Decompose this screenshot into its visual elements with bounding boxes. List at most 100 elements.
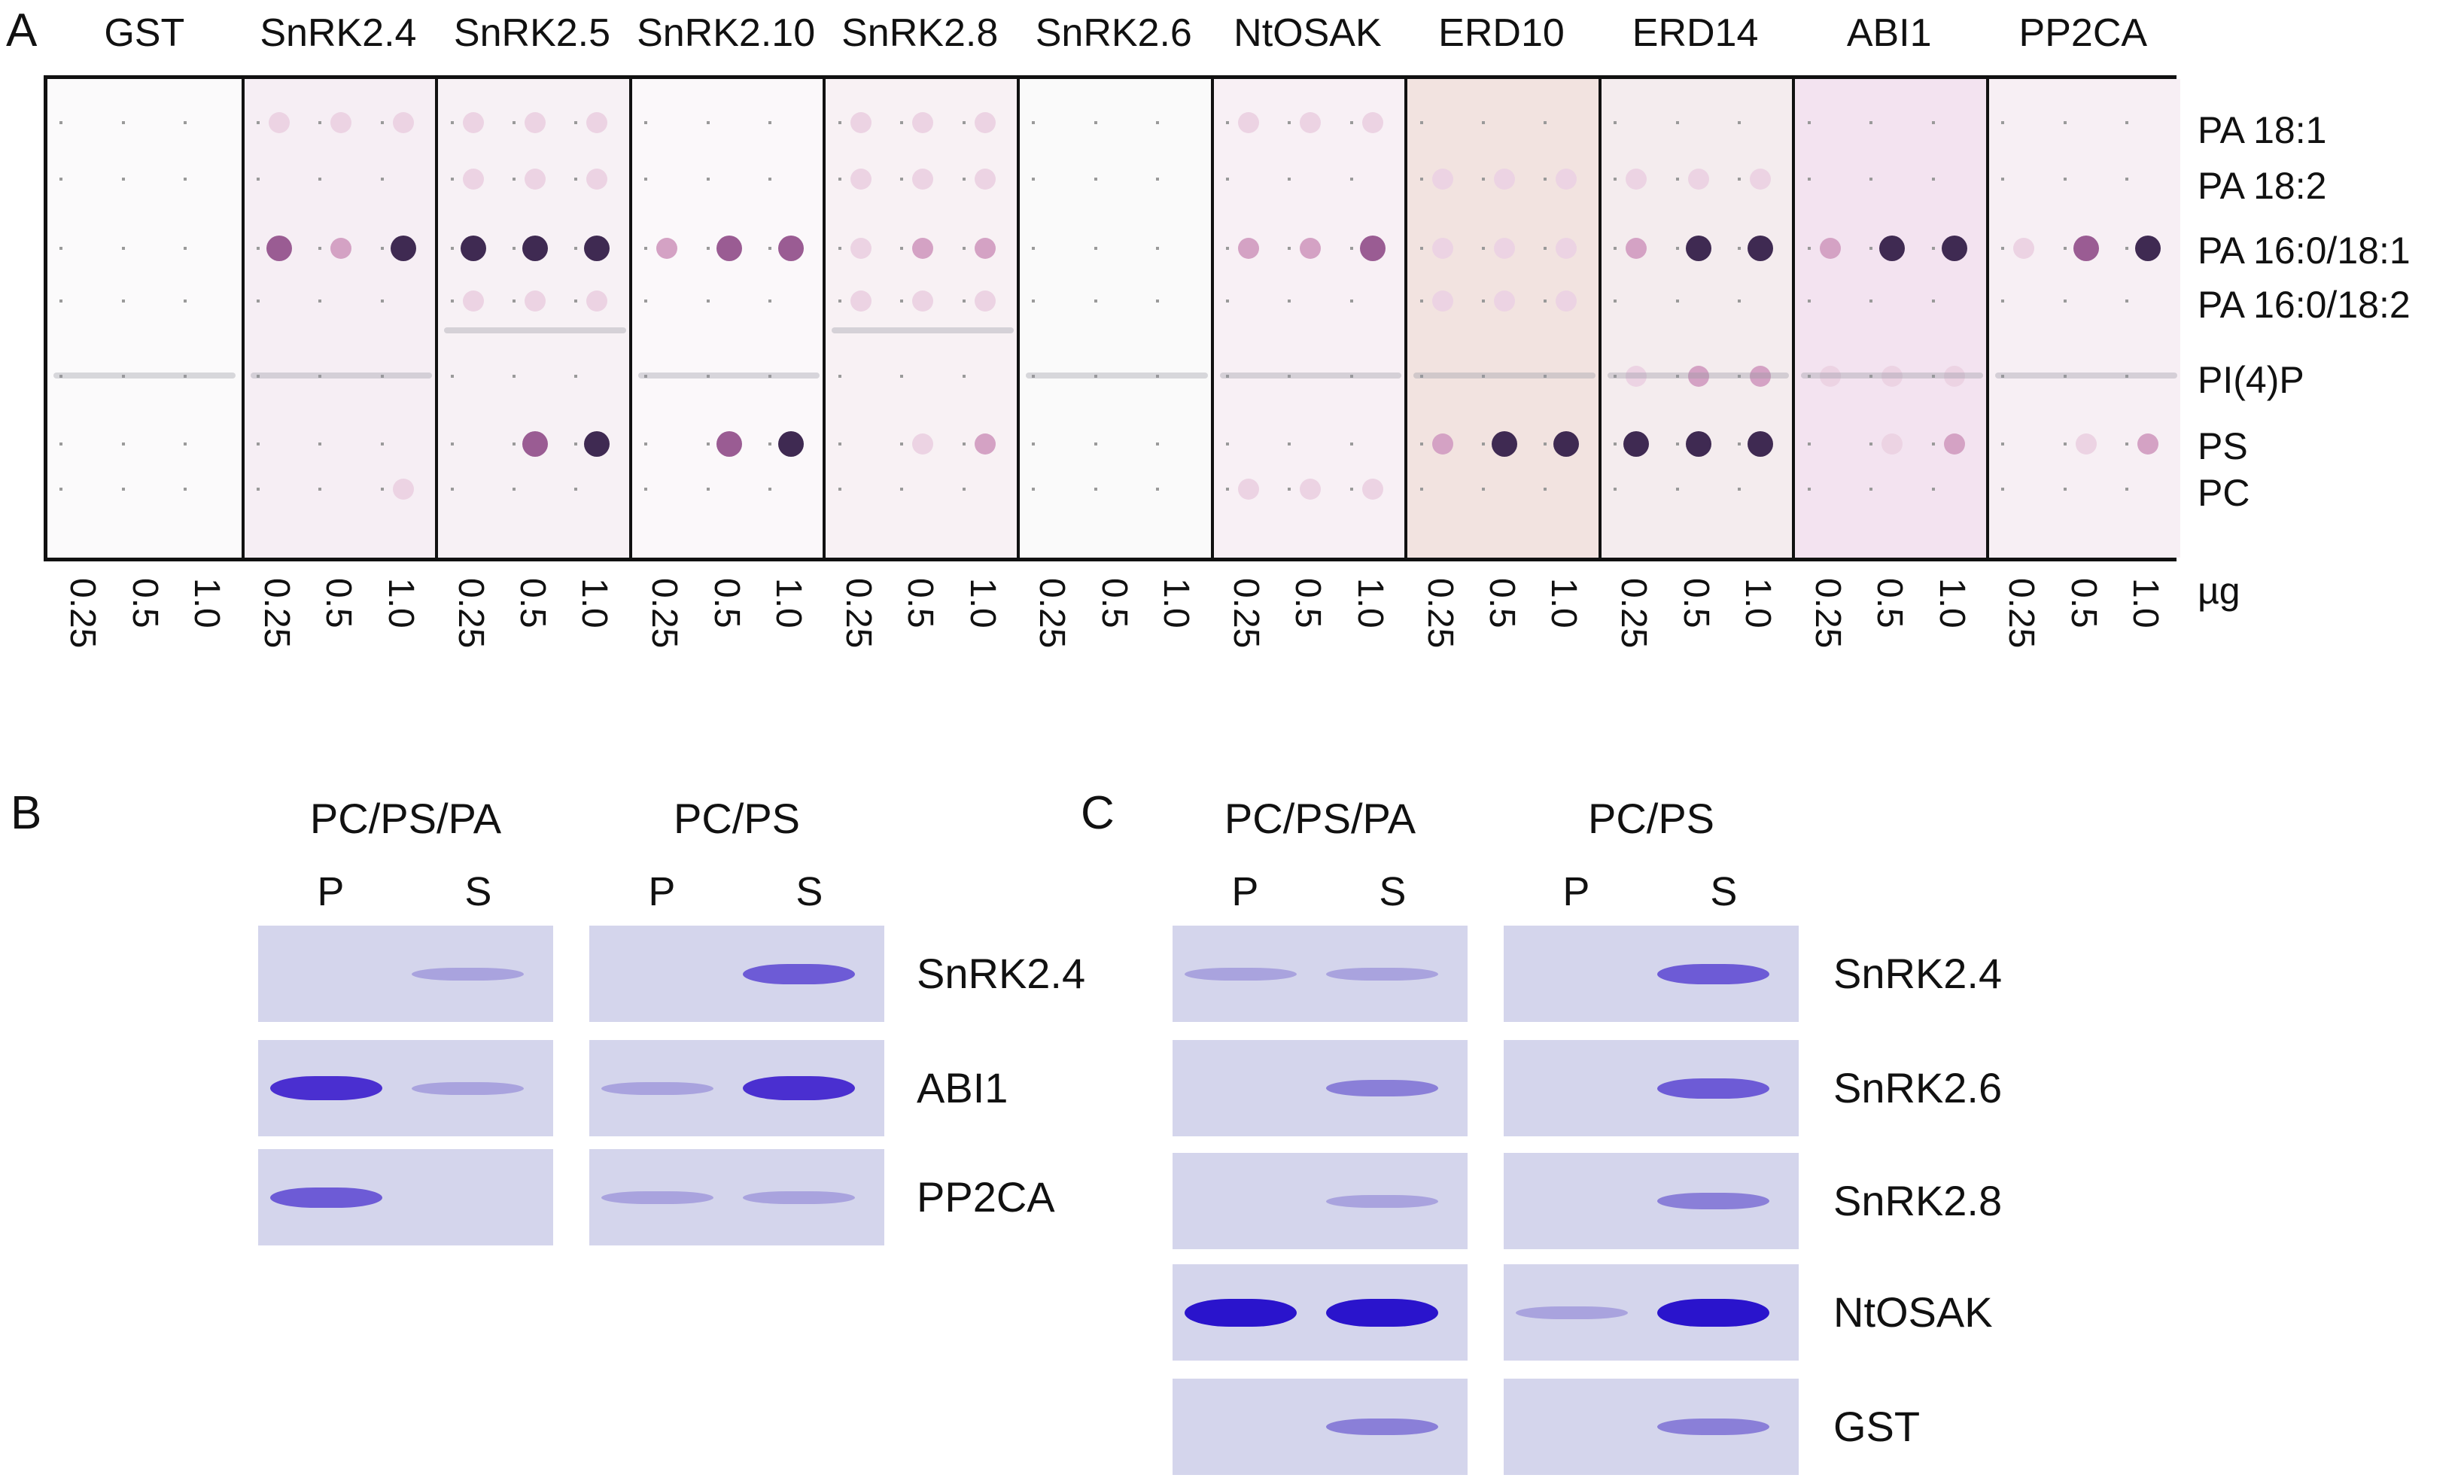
amount-label: 0.25 — [450, 578, 491, 649]
spot-marker — [1419, 488, 1423, 491]
amount-label: 0.25 — [62, 578, 103, 649]
spot-marker — [1288, 300, 1291, 303]
amount-label: 0.5 — [513, 578, 552, 628]
spot-marker — [59, 442, 63, 446]
spot-marker — [1614, 300, 1617, 303]
membrane-fold-line — [1413, 373, 1596, 379]
spot-marker — [1094, 300, 1097, 303]
supernatant-band — [1325, 1419, 1438, 1435]
spot-marker — [1675, 442, 1679, 446]
spot-marker — [380, 442, 384, 446]
spot-marker — [1931, 121, 1935, 124]
lipid-spot — [2076, 479, 2097, 500]
gel-strip — [1173, 1040, 1468, 1136]
spot-marker — [121, 247, 125, 250]
lipid-spot — [1556, 238, 1577, 259]
lipid-spot — [330, 479, 351, 500]
lipid-spot — [719, 479, 740, 500]
spot-marker — [256, 488, 260, 491]
spot-marker — [256, 375, 260, 378]
lipid-spot — [912, 433, 934, 455]
spot-marker — [2063, 300, 2067, 303]
membrane-fold-line — [1607, 373, 1790, 379]
supernatant-band — [742, 1191, 855, 1204]
spot-marker — [1675, 247, 1679, 250]
spot-marker — [2063, 121, 2067, 124]
lipid-spot — [1623, 431, 1650, 457]
lipid-spot — [912, 290, 934, 312]
pellet-label: P — [1562, 869, 1590, 914]
lipid-spot — [1750, 290, 1771, 312]
spot-marker — [1807, 178, 1811, 181]
lipid-spot — [1300, 479, 1322, 500]
spot-marker — [644, 121, 648, 124]
lipid-spot — [463, 479, 484, 500]
lipid-spot — [1168, 169, 1189, 190]
spot-marker — [962, 300, 966, 303]
lipid-spot — [1044, 290, 1065, 312]
lipid-spot — [974, 238, 996, 259]
amount-label: 0.25 — [644, 578, 685, 649]
lipid-spot — [71, 479, 93, 500]
spot-marker — [1544, 247, 1547, 250]
spot-marker — [1419, 121, 1423, 124]
lipid-spot — [1556, 112, 1577, 133]
spot-marker — [1032, 442, 1036, 446]
lipid-spot — [330, 290, 351, 312]
lipid-spot — [1881, 479, 1903, 500]
pellet-label: P — [648, 869, 676, 914]
amount-label: 0.25 — [1807, 578, 1848, 649]
amount-label: 1.0 — [1931, 578, 1972, 628]
spot-marker — [900, 442, 904, 446]
spot-marker — [574, 488, 578, 491]
lipid-spot — [1044, 479, 1065, 500]
lipid-spot — [330, 433, 351, 455]
lipid-label: PS — [2198, 425, 2248, 467]
gel-strip — [258, 1040, 553, 1136]
lipid-spot — [1748, 236, 1774, 261]
lipid-spot — [1688, 112, 1709, 133]
membrane-fold-line — [1219, 373, 1402, 379]
amount-label: 0.25 — [2001, 578, 2042, 649]
spot-marker — [1225, 300, 1229, 303]
spot-marker — [768, 375, 772, 378]
lipid-spot — [778, 431, 805, 457]
spot-marker — [2001, 488, 2005, 491]
spot-marker — [768, 121, 772, 124]
gel-row-label: SnRK2.4 — [1833, 950, 2003, 997]
spot-marker — [1869, 178, 1873, 181]
spot-marker — [2063, 488, 2067, 491]
spot-marker — [644, 300, 648, 303]
lipid-spot — [1941, 236, 1967, 261]
lipid-spot — [269, 479, 290, 500]
spot-marker — [644, 442, 648, 446]
membrane-strip — [1210, 79, 1405, 558]
lipid-spot — [1944, 290, 1965, 312]
spot-marker — [450, 375, 454, 378]
spot-marker — [706, 488, 710, 491]
lipid-spot — [1626, 290, 1647, 312]
lipid-spot — [1362, 433, 1383, 455]
lipid-spot — [463, 433, 484, 455]
lipid-spot — [1300, 169, 1321, 190]
spot-marker — [1675, 300, 1679, 303]
lipid-spot — [71, 112, 93, 133]
lipid-spot — [1687, 169, 1709, 190]
supernatant-band — [1656, 1419, 1769, 1435]
spot-marker — [1738, 121, 1742, 124]
gel-row-label: SnRK2.8 — [1833, 1177, 2003, 1224]
spot-marker — [1156, 488, 1160, 491]
spot-marker — [574, 442, 578, 446]
lipid-spot — [1431, 238, 1453, 259]
spot-marker — [838, 121, 841, 124]
lipid-spot — [780, 169, 802, 190]
lipid-label: PI(4)P — [2198, 359, 2304, 401]
lipid-spot — [1044, 112, 1065, 133]
pellet-band — [1515, 1306, 1628, 1319]
lipid-spot — [462, 169, 484, 190]
spot-marker — [1481, 375, 1485, 378]
lipid-spot — [460, 236, 486, 261]
spot-marker — [2001, 442, 2005, 446]
lipid-spot — [850, 479, 872, 500]
spot-marker — [184, 375, 187, 378]
